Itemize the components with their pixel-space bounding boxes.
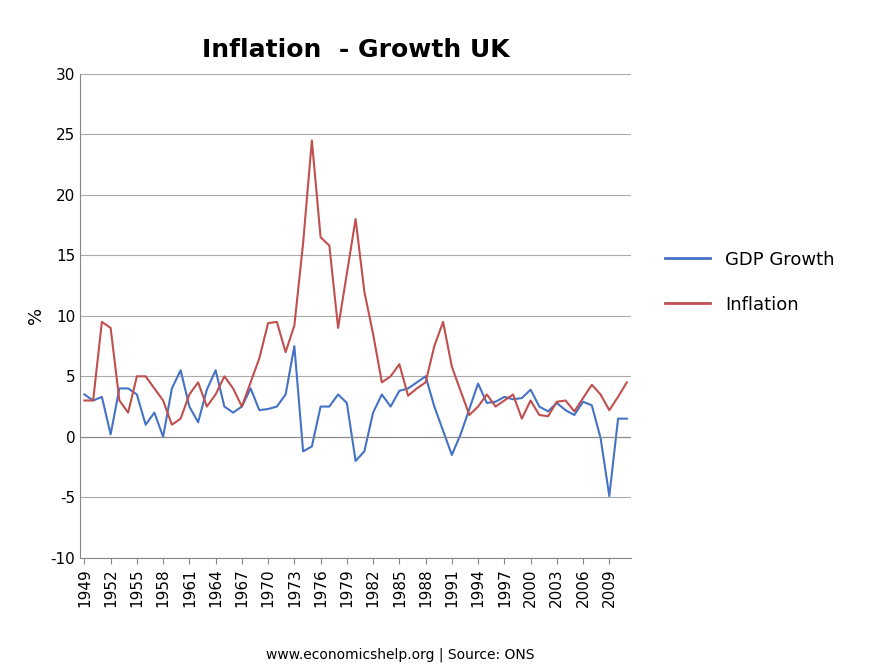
Inflation xyxy=(166,421,177,429)
GDP Growth xyxy=(228,409,238,417)
Inflation xyxy=(621,378,632,386)
Y-axis label: %: % xyxy=(27,307,44,325)
Inflation xyxy=(79,396,90,405)
GDP Growth xyxy=(79,390,90,398)
GDP Growth xyxy=(341,399,352,407)
Legend: GDP Growth, Inflation: GDP Growth, Inflation xyxy=(658,243,842,321)
Inflation xyxy=(350,215,361,223)
Title: Inflation  - Growth UK: Inflation - Growth UK xyxy=(202,38,509,62)
Inflation xyxy=(236,403,247,411)
GDP Growth xyxy=(359,448,370,456)
GDP Growth xyxy=(245,384,256,392)
GDP Growth xyxy=(621,415,632,423)
Inflation xyxy=(307,136,317,144)
Inflation xyxy=(613,393,623,401)
GDP Growth xyxy=(613,415,623,423)
Inflation xyxy=(368,330,379,338)
Line: GDP Growth: GDP Growth xyxy=(84,346,627,496)
Line: Inflation: Inflation xyxy=(84,140,627,425)
GDP Growth xyxy=(289,342,300,350)
GDP Growth xyxy=(604,492,614,500)
Text: www.economicshelp.org | Source: ONS: www.economicshelp.org | Source: ONS xyxy=(266,648,534,662)
Inflation xyxy=(473,403,484,411)
GDP Growth xyxy=(464,405,475,413)
Inflation xyxy=(254,354,265,362)
